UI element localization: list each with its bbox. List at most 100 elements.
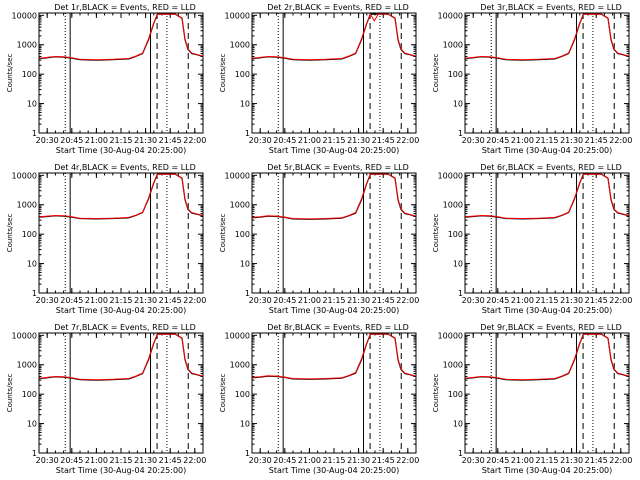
y-tick-label: 1000 xyxy=(230,361,250,370)
lld-series-line xyxy=(465,333,629,381)
events-series-line xyxy=(465,173,629,220)
y-axis-label: Counts/sec xyxy=(432,54,440,93)
x-tick-label: 21:30 xyxy=(134,136,157,145)
x-axis-label: Start Time (30-Aug-04 20:25:00) xyxy=(269,466,400,475)
x-tick-label: 21:30 xyxy=(347,136,370,145)
plot-frame xyxy=(251,332,417,454)
y-axis-label: Counts/sec xyxy=(432,214,440,253)
plot-title: Det 4r,BLACK = Events, RED = LLD xyxy=(54,163,196,172)
x-tick-label: 21:45 xyxy=(585,456,608,465)
x-axis-label: Start Time (30-Aug-04 20:25:00) xyxy=(56,466,187,475)
plot-frame xyxy=(38,172,204,294)
x-axis-label: Start Time (30-Aug-04 20:25:00) xyxy=(269,146,400,155)
y-tick-label: 1000 xyxy=(230,41,250,50)
x-tick-label: 22:00 xyxy=(183,136,206,145)
x-tick-label: 20:30 xyxy=(249,136,272,145)
events-series-line xyxy=(39,333,203,381)
x-tick-label: 21:00 xyxy=(511,456,534,465)
detector-plot-5: Det 5r,BLACK = Events, RED = LLD 1 10 100 10… xyxy=(219,163,419,315)
x-tick-label: 22:00 xyxy=(396,456,419,465)
x-axis-label: Start Time (30-Aug-04 20:25:00) xyxy=(56,306,187,315)
y-tick-label: 10 xyxy=(453,100,463,109)
y-tick-label: 10000 xyxy=(12,331,37,340)
x-tick-label: 22:00 xyxy=(183,456,206,465)
x-tick-label: 21:45 xyxy=(585,136,608,145)
y-tick-label: 1000 xyxy=(17,361,37,370)
y-tick-label: 1000 xyxy=(230,201,250,210)
x-tick-label: 22:00 xyxy=(396,296,419,305)
x-tick-label: 20:30 xyxy=(462,456,485,465)
x-tick-label: 21:00 xyxy=(298,456,321,465)
y-tick-label: 1 xyxy=(458,129,463,138)
events-series-line xyxy=(252,13,416,61)
x-tick-label: 20:45 xyxy=(486,456,509,465)
x-tick-label: 21:15 xyxy=(322,456,345,465)
plot-frame xyxy=(464,12,630,134)
y-tick-label: 100 xyxy=(448,70,463,79)
y-tick-label: 1 xyxy=(458,289,463,298)
lld-series-line xyxy=(39,333,203,381)
y-tick-label: 10000 xyxy=(12,11,37,20)
x-tick-label: 22:00 xyxy=(183,296,206,305)
x-tick-label: 21:30 xyxy=(347,456,370,465)
y-tick-label: 1 xyxy=(32,129,37,138)
y-tick-label: 1 xyxy=(245,449,250,458)
lld-series-line xyxy=(39,173,203,220)
x-tick-label: 21:15 xyxy=(109,136,132,145)
x-tick-label: 21:15 xyxy=(109,296,132,305)
x-tick-label: 21:45 xyxy=(372,296,395,305)
x-tick-label: 20:45 xyxy=(486,296,509,305)
y-tick-label: 100 xyxy=(22,390,37,399)
plot-title: Det 3r,BLACK = Events, RED = LLD xyxy=(480,3,622,12)
x-tick-label: 21:30 xyxy=(560,296,583,305)
x-tick-label: 20:30 xyxy=(36,296,59,305)
y-tick-label: 10 xyxy=(27,420,37,429)
events-series-line xyxy=(465,13,629,61)
y-tick-label: 10000 xyxy=(438,11,463,20)
detector-plot-2: Det 2r,BLACK = Events, RED = LLD 1 10 100 10… xyxy=(219,3,419,155)
x-tick-label: 20:45 xyxy=(273,136,296,145)
detector-plot-6: Det 6r,BLACK = Events, RED = LLD 1 10 100 10… xyxy=(432,163,632,315)
y-tick-label: 10000 xyxy=(438,331,463,340)
x-tick-label: 21:30 xyxy=(134,456,157,465)
x-tick-label: 21:30 xyxy=(560,136,583,145)
x-tick-label: 21:00 xyxy=(85,136,108,145)
detector-plot-9: Det 9r,BLACK = Events, RED = LLD 1 10 100 10… xyxy=(432,323,632,475)
x-tick-label: 21:45 xyxy=(159,296,182,305)
plot-frame xyxy=(464,332,630,454)
events-series-line xyxy=(39,13,203,61)
plot-frame xyxy=(251,12,417,134)
x-tick-label: 20:45 xyxy=(273,456,296,465)
plot-title: Det 6r,BLACK = Events, RED = LLD xyxy=(480,163,622,172)
y-tick-label: 100 xyxy=(235,390,250,399)
x-axis-label: Start Time (30-Aug-04 20:25:00) xyxy=(482,306,613,315)
y-axis-label: Counts/sec xyxy=(432,374,440,413)
plot-frame xyxy=(38,12,204,134)
x-tick-label: 21:15 xyxy=(535,456,558,465)
x-tick-label: 21:00 xyxy=(511,136,534,145)
events-series-line xyxy=(39,173,203,220)
lld-series-line xyxy=(252,173,416,220)
y-axis-label: Counts/sec xyxy=(219,54,227,93)
x-tick-label: 20:45 xyxy=(60,296,83,305)
x-tick-label: 22:00 xyxy=(609,136,632,145)
lld-series-line xyxy=(465,173,629,220)
y-tick-label: 1 xyxy=(458,449,463,458)
x-tick-label: 21:30 xyxy=(347,296,370,305)
x-tick-label: 21:00 xyxy=(298,136,321,145)
x-tick-label: 20:30 xyxy=(462,136,485,145)
y-tick-label: 1000 xyxy=(17,201,37,210)
x-tick-label: 20:30 xyxy=(249,456,272,465)
x-tick-label: 21:45 xyxy=(372,136,395,145)
events-series-line xyxy=(465,333,629,381)
x-tick-label: 21:15 xyxy=(535,296,558,305)
y-tick-label: 10 xyxy=(27,260,37,269)
x-tick-label: 22:00 xyxy=(609,456,632,465)
y-tick-label: 10000 xyxy=(225,11,250,20)
x-tick-label: 21:15 xyxy=(535,136,558,145)
lld-series-line xyxy=(39,13,203,61)
x-tick-label: 21:45 xyxy=(159,456,182,465)
y-tick-label: 100 xyxy=(22,70,37,79)
x-tick-label: 20:45 xyxy=(60,456,83,465)
